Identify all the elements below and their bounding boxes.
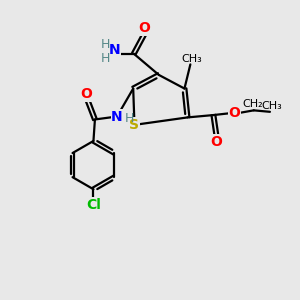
Text: O: O	[210, 135, 222, 148]
Text: H: H	[125, 112, 134, 125]
Text: S: S	[130, 118, 140, 132]
Text: N: N	[109, 43, 121, 57]
Text: O: O	[229, 106, 241, 120]
Text: H: H	[100, 52, 110, 64]
Text: N: N	[111, 110, 123, 124]
Text: O: O	[80, 87, 92, 101]
Text: O: O	[138, 21, 150, 35]
Text: H: H	[100, 38, 110, 51]
Text: Cl: Cl	[86, 198, 101, 212]
Text: CH₃: CH₃	[182, 53, 202, 64]
Text: CH₂: CH₂	[242, 100, 262, 110]
Text: CH₃: CH₃	[261, 101, 282, 111]
